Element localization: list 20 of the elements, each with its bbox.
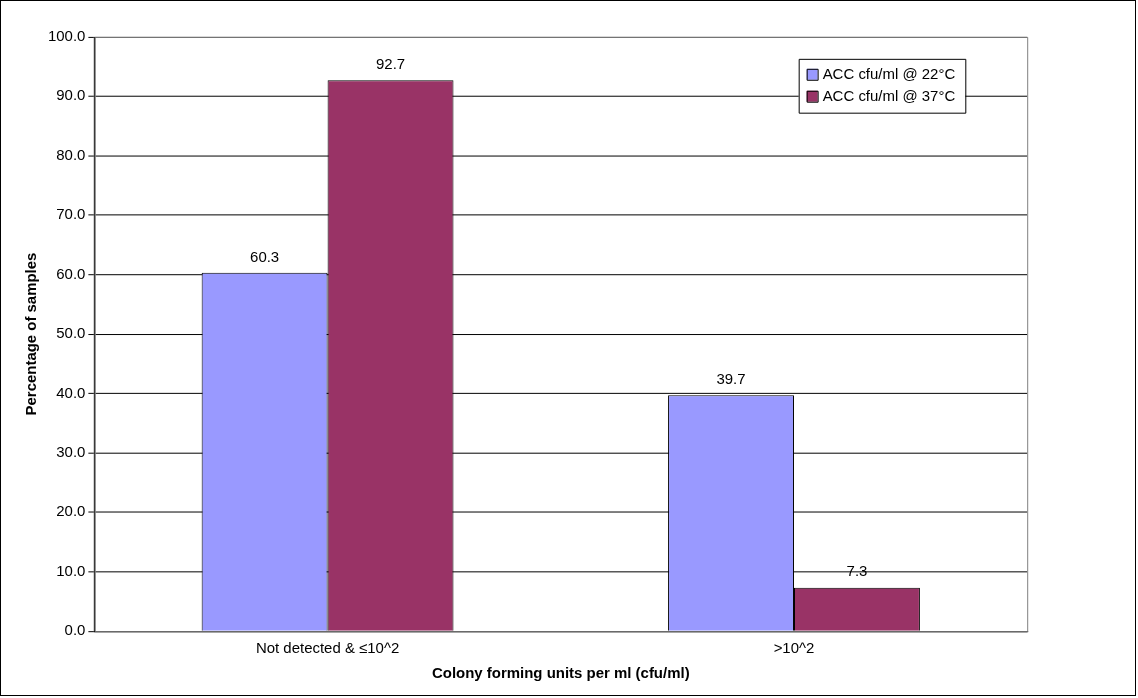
y-tick-label: 100.0 <box>47 27 86 45</box>
y-tick-label: 20.0 <box>56 502 86 520</box>
y-tick-label: 80.0 <box>56 145 86 163</box>
legend-label: ACC cfu/ml @ 37°C <box>822 86 956 104</box>
x-tick-label: Not detected & ≤10^2 <box>255 639 400 657</box>
x-axis-title: Colony forming units per ml (cfu/ml) <box>431 664 690 682</box>
y-tick-label: 60.0 <box>56 264 86 282</box>
y-tick-label: 40.0 <box>56 383 86 401</box>
x-tick-label: >10^2 <box>773 639 815 657</box>
y-tick-label: 50.0 <box>56 324 86 342</box>
legend-label: ACC cfu/ml @ 22°C <box>822 64 956 82</box>
y-tick-label: 0.0 <box>64 621 86 639</box>
y-axis-title: Percentage of samples <box>22 252 40 416</box>
data-label: 39.7 <box>716 369 746 387</box>
y-tick-label: 90.0 <box>56 86 86 104</box>
y-tick-label: 70.0 <box>56 205 86 223</box>
y-tick-label: 10.0 <box>56 561 86 579</box>
data-label: 60.3 <box>250 247 280 265</box>
data-label: 92.7 <box>375 54 406 72</box>
y-tick-label: 30.0 <box>56 443 86 461</box>
